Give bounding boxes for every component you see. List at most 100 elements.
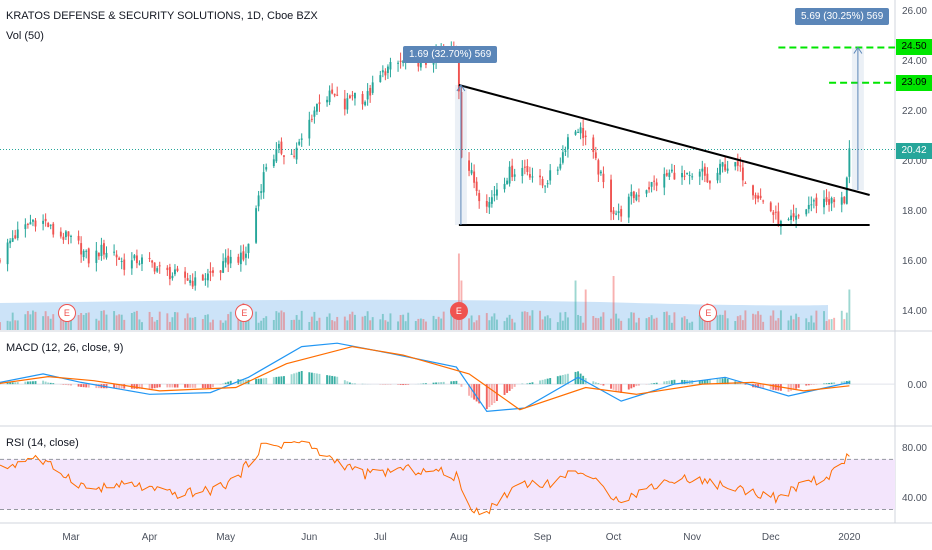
volume-bar <box>790 315 792 330</box>
volume-bar <box>194 317 197 330</box>
candle-body <box>744 182 747 184</box>
volume-bar <box>561 320 564 330</box>
candle-body <box>688 174 691 176</box>
candle-body <box>653 180 656 182</box>
volume-bar <box>247 314 250 330</box>
macd-histogram-bar <box>295 372 298 385</box>
volume-bar <box>336 316 339 330</box>
candle-body <box>556 169 559 171</box>
candle-body <box>34 220 37 227</box>
volume-bar <box>579 315 582 330</box>
candle-body <box>206 273 209 281</box>
macd-histogram-bar <box>663 381 666 385</box>
candle-body <box>577 131 580 133</box>
volume-bar <box>113 311 116 330</box>
volume-bar <box>650 315 653 330</box>
macd-histogram-bar <box>310 372 313 385</box>
earnings-marker-1[interactable]: E <box>235 304 254 322</box>
candle-body <box>361 93 364 105</box>
volume-ma-area <box>0 299 828 330</box>
volume-bar <box>123 319 126 330</box>
volume-bar <box>295 315 298 330</box>
candle-body <box>113 251 116 253</box>
volume-bar <box>315 320 318 330</box>
candle-body <box>123 259 126 270</box>
volume-bar <box>49 318 52 330</box>
macd-histogram-bar <box>255 379 258 385</box>
earnings-marker-2[interactable]: E <box>449 302 468 320</box>
rsi-line <box>0 440 850 516</box>
macd-histogram-bar <box>556 376 559 385</box>
volume-bar <box>82 314 85 330</box>
macd-histogram-bar <box>242 379 245 385</box>
macd-histogram-bar <box>833 382 836 385</box>
candle-body <box>224 257 227 263</box>
rsi-indicator-label[interactable]: RSI (14, close) <box>6 437 79 449</box>
candle-body <box>166 267 169 271</box>
candle-body <box>381 70 384 73</box>
volume-bar <box>237 314 240 330</box>
candle-body <box>87 248 90 264</box>
macd-histogram-bar <box>171 384 174 388</box>
macd-histogram-bar <box>44 381 47 385</box>
macd-histogram-bar <box>805 384 808 386</box>
measure-tag-first[interactable]: 1.69 (32.70%) 569 <box>403 46 498 63</box>
volume-bar <box>386 321 389 330</box>
macd-histogram-bar <box>546 378 549 385</box>
candle-body <box>495 189 498 196</box>
candle-body <box>397 62 400 64</box>
volume-indicator-label[interactable]: Vol (50) <box>6 30 44 42</box>
macd-indicator-label[interactable]: MACD (12, 26, close, 9) <box>6 342 124 354</box>
volume-bar <box>508 314 511 330</box>
candle-body <box>26 223 29 225</box>
macd-histogram-bar <box>615 384 618 391</box>
macd-histogram-bar <box>277 376 280 385</box>
price-axis-tick-1: 24.00 <box>902 56 927 67</box>
earnings-marker-3[interactable]: E <box>699 304 718 322</box>
volume-bar <box>544 316 547 330</box>
macd-histogram-bar <box>399 384 402 385</box>
candle-body <box>295 147 298 160</box>
candle-body <box>237 256 240 263</box>
volume-bar <box>612 276 615 330</box>
macd-histogram-bar <box>118 384 121 389</box>
macd-histogram-bar <box>397 384 400 385</box>
candle-body <box>470 170 473 174</box>
volume-bar <box>577 314 580 330</box>
volume-bar <box>632 312 635 330</box>
volume-bar <box>173 312 176 330</box>
volume-bar <box>313 311 316 330</box>
macd-histogram-bar <box>262 378 265 385</box>
macd-histogram-bar <box>488 384 491 408</box>
macd-histogram-bar <box>490 384 493 406</box>
volume-bar <box>488 320 491 330</box>
volume-bar <box>503 321 506 330</box>
candle-body <box>103 243 105 255</box>
volume-bar <box>219 320 222 330</box>
candle-body <box>612 210 615 215</box>
candle-body <box>457 56 460 92</box>
volume-bar <box>222 322 225 330</box>
candle-body <box>754 194 757 199</box>
candle-body <box>721 162 724 167</box>
candle-body <box>42 220 45 224</box>
macd-histogram-bar <box>222 383 225 385</box>
candle-body <box>736 161 739 166</box>
macd-histogram-bar <box>440 382 443 385</box>
rsi-band <box>0 459 895 510</box>
measure-tag-second[interactable]: 5.69 (30.25%) 569 <box>795 8 890 25</box>
candle-body <box>506 180 509 185</box>
volume-bar <box>100 310 103 330</box>
macd-histogram-bar <box>32 381 34 385</box>
volume-bar <box>774 320 777 330</box>
candle-body <box>719 163 722 175</box>
earnings-marker-0[interactable]: E <box>57 304 76 322</box>
candle-body <box>194 277 197 286</box>
macd-histogram-bar <box>706 379 709 385</box>
volume-bar <box>354 314 356 330</box>
candle-body <box>333 93 336 96</box>
symbol-title[interactable]: KRATOS DEFENSE & SECURITY SOLUTIONS, 1D,… <box>6 10 318 22</box>
macd-signal-line <box>0 345 850 411</box>
volume-bar <box>475 320 478 330</box>
candle-body <box>513 174 516 177</box>
